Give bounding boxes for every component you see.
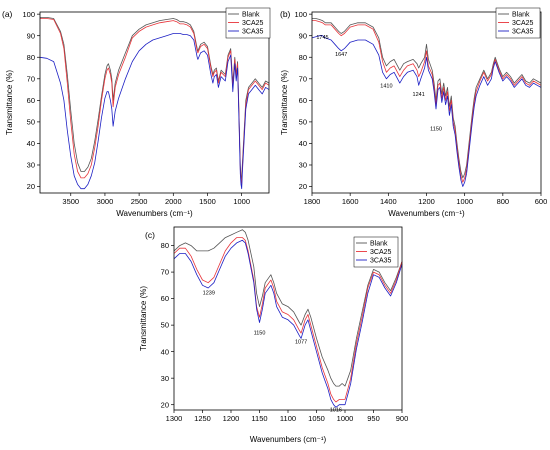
- y-tick-label: 40: [299, 139, 307, 148]
- x-tick-label: 3000: [97, 197, 114, 206]
- series-line-3ca25: [173, 237, 403, 403]
- y-axis-label: Transmittance (%): [280, 70, 289, 135]
- y-tick-label: 40: [161, 347, 169, 356]
- y-tick-label: 60: [299, 96, 307, 105]
- x-tick-label: 1000: [456, 197, 473, 206]
- legend-entry: Blank: [370, 240, 388, 247]
- y-axis-label: Transmittance (%): [5, 70, 14, 135]
- y-tick-label: 90: [27, 31, 35, 40]
- peak-annotation: 1150: [430, 127, 442, 133]
- y-tick-label: 30: [299, 161, 307, 170]
- x-tick-label: 1400: [380, 197, 397, 206]
- x-axis-label: Wavenumbers (cm⁻¹): [250, 435, 327, 444]
- plot-frame: [311, 11, 542, 194]
- y-tick-label: 30: [161, 374, 169, 383]
- panel-label: (c): [145, 230, 155, 240]
- series-line-3ca35: [173, 239, 403, 408]
- legend-entry: 3CA35: [370, 257, 392, 264]
- x-tick-label: 1200: [223, 414, 240, 423]
- peak-annotation: 1077: [295, 340, 307, 346]
- panel-label: (a): [2, 9, 13, 19]
- peak-annotation: 1241: [413, 92, 425, 98]
- y-tick-label: 20: [27, 182, 35, 191]
- series-line-blank: [173, 229, 403, 387]
- y-tick-label: 80: [299, 53, 307, 62]
- x-tick-label: 2000: [165, 197, 182, 206]
- legend-box: [353, 236, 399, 268]
- legend-entry: 3CA25: [370, 249, 392, 256]
- x-tick-label: 3500: [62, 197, 79, 206]
- y-tick-label: 80: [27, 53, 35, 62]
- x-tick-label: 800: [497, 197, 510, 206]
- plot-frame: [39, 11, 270, 194]
- legend-entry: Blank: [242, 11, 260, 18]
- peak-annotation: 1016: [330, 407, 342, 413]
- x-tick-label: 1500: [199, 197, 216, 206]
- chart-panel-1: 3500 3000 2500 2000 1500 1000 20 30 40 50 60 70 80 90…: [2, 7, 271, 218]
- y-tick-label: 20: [299, 182, 307, 191]
- chart-panel-2: 1800 1600 1400 1200 1000 800 600 20 30 40 50 60 70 80…: [280, 7, 548, 218]
- y-tick-label: 90: [299, 31, 307, 40]
- legend-entry: 3CA35: [512, 28, 534, 35]
- peak-annotation: 1745: [316, 35, 328, 41]
- peak-annotation: 1150: [254, 330, 266, 336]
- y-tick-label: 70: [299, 74, 307, 83]
- x-tick-label: 1600: [342, 197, 359, 206]
- y-tick-label: 60: [27, 96, 35, 105]
- x-tick-label: 1200: [418, 197, 435, 206]
- y-tick-label: 70: [27, 74, 35, 83]
- series-line-3ca35: [39, 33, 270, 190]
- peak-annotation: 1410: [380, 83, 392, 89]
- legend-box: [495, 7, 541, 39]
- series-line-3ca25: [40, 18, 270, 185]
- x-tick-label: 1300: [166, 414, 183, 423]
- panel-label: (b): [280, 9, 291, 19]
- series-line-blank: [312, 18, 542, 179]
- y-tick-label: 50: [299, 117, 307, 126]
- legend-entry: Blank: [512, 11, 530, 18]
- peak-annotation: 1647: [335, 52, 347, 58]
- series-line-3ca25: [312, 20, 542, 183]
- x-tick-label: 1150: [251, 414, 267, 423]
- x-tick-label: 1050: [308, 414, 325, 423]
- y-axis-label: Transmittance (%): [139, 286, 148, 351]
- y-tick-label: 100: [294, 10, 307, 19]
- y-tick-label: 80: [161, 241, 169, 250]
- legend-entry: 3CA25: [512, 20, 534, 27]
- x-axis-label: Wavenumbers (cm⁻¹): [388, 209, 465, 218]
- x-tick-label: 1000: [337, 414, 354, 423]
- y-tick-label: 40: [27, 139, 35, 148]
- x-tick-label: 2500: [131, 197, 148, 206]
- legend-entry: 3CA25: [242, 20, 264, 27]
- chart-panel-3: 1300 1250 1200 1150 1100 1050 1000 950 900 20 30 40…: [139, 226, 409, 444]
- x-tick-label: 950: [367, 414, 380, 423]
- x-axis-label: Wavenumbers (cm⁻¹): [116, 209, 193, 218]
- y-tick-label: 30: [27, 161, 35, 170]
- peak-annotation: 1239: [203, 291, 215, 297]
- x-tick-label: 900: [396, 414, 409, 423]
- y-tick-label: 20: [161, 400, 169, 409]
- x-tick-label: 600: [535, 197, 548, 206]
- y-tick-label: 50: [161, 321, 169, 330]
- legend-box: [225, 7, 271, 39]
- y-tick-label: 60: [161, 294, 169, 303]
- x-tick-label: 1100: [280, 414, 296, 423]
- y-tick-label: 50: [27, 117, 35, 126]
- y-tick-label: 70: [161, 268, 169, 277]
- x-tick-label: 1000: [233, 197, 250, 206]
- series-line-3ca35: [311, 35, 542, 187]
- x-tick-label: 1800: [304, 197, 321, 206]
- x-tick-label: 1250: [194, 414, 211, 423]
- y-tick-label: 100: [22, 10, 35, 19]
- legend-entry: 3CA35: [242, 28, 264, 35]
